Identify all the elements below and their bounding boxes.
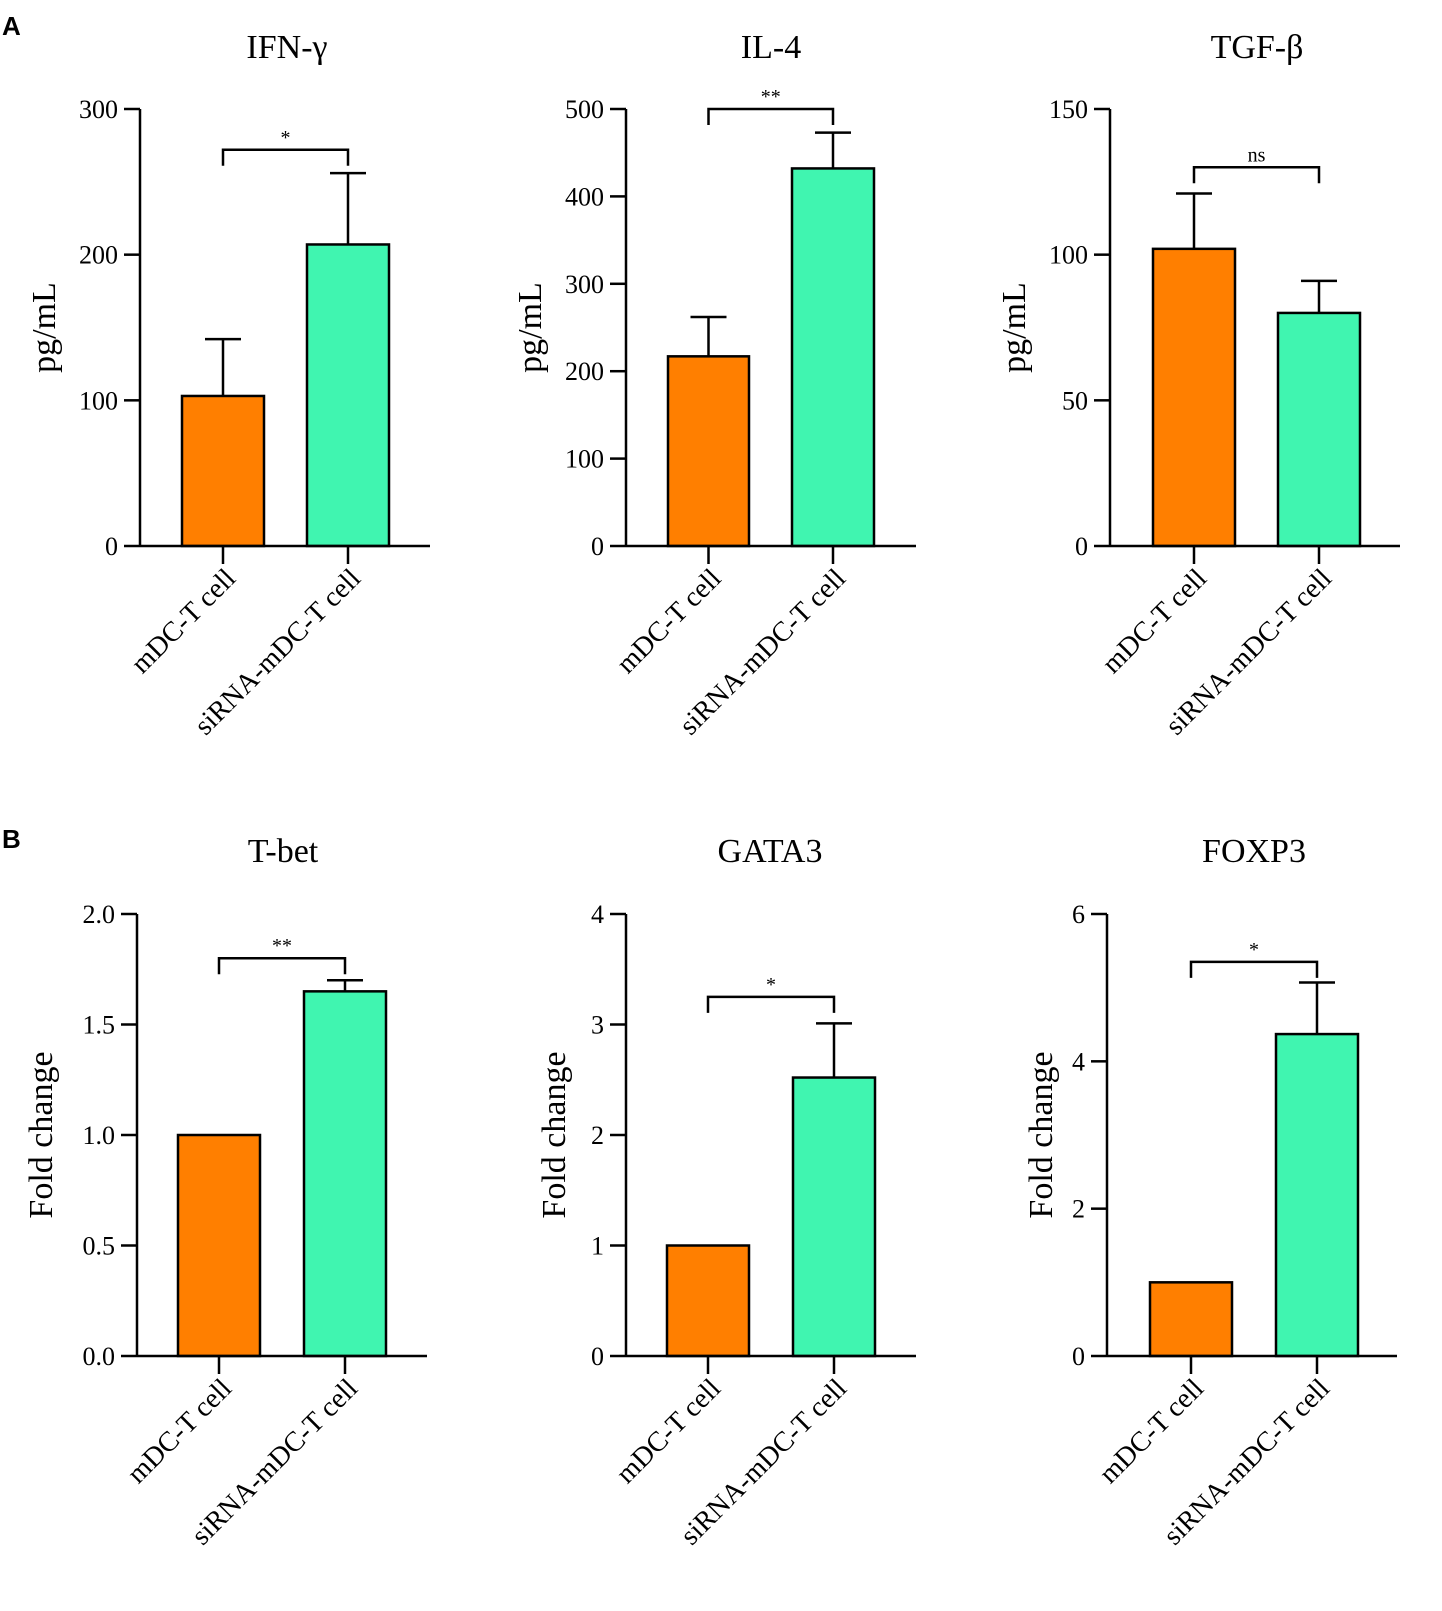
significance-label: ns: [1248, 144, 1266, 166]
significance-label: **: [272, 935, 292, 957]
bar-mdc-t-cell: [666, 355, 751, 548]
y-tick-label: 100: [79, 386, 118, 415]
y-tick-label: 200: [79, 241, 118, 270]
y-tick-label: 100: [565, 445, 604, 474]
y-tick-label: 2: [1072, 1195, 1085, 1224]
bar-mdc-t-cell: [1151, 247, 1237, 548]
y-tick-label: 100: [1049, 241, 1088, 270]
y-axis-label: pg/mL: [512, 282, 549, 373]
bar-sirna-mdc-t-cell: [790, 167, 876, 548]
chart-title: TGF-β: [1211, 29, 1304, 66]
y-tick-label: 1.0: [83, 1121, 116, 1150]
chart-title: IFN-γ: [246, 29, 327, 66]
chart-title: T-bet: [248, 833, 319, 870]
significance-label: *: [281, 127, 291, 149]
x-category-label: mDC-T cell: [610, 1373, 727, 1490]
x-category-label: mDC-T cell: [1096, 563, 1213, 680]
y-tick-label: 150: [1049, 95, 1088, 124]
bar-sirna-mdc-t-cell: [1276, 311, 1362, 548]
chart-title: FOXP3: [1202, 833, 1306, 870]
y-tick-label: 0: [591, 1342, 604, 1371]
significance-label: *: [766, 974, 776, 996]
y-tick-label: 1.5: [83, 1011, 116, 1040]
bar-sirna-mdc-t-cell: [791, 1076, 877, 1358]
y-tick-label: 0.0: [83, 1342, 116, 1371]
chart-title: GATA3: [718, 833, 823, 870]
y-tick-label: 0: [1075, 532, 1088, 561]
y-axis-label: Fold change: [23, 1051, 60, 1218]
significance-bracket: [221, 148, 350, 166]
x-category-label: mDC-T cell: [121, 1373, 238, 1490]
panel-letter-b: B: [2, 824, 21, 854]
significance-bracket: [1192, 166, 1321, 184]
x-category-label: mDC-T cell: [125, 563, 242, 680]
significance-label: **: [761, 86, 781, 108]
y-tick-label: 4: [591, 900, 604, 929]
y-tick-label: 200: [565, 357, 604, 386]
x-category-label: mDC-T cell: [611, 563, 728, 680]
y-tick-label: 3: [591, 1011, 604, 1040]
y-tick-label: 2: [591, 1121, 604, 1150]
significance-label: *: [1249, 939, 1259, 961]
x-category-label: mDC-T cell: [1093, 1373, 1210, 1490]
significance-bracket: [706, 995, 836, 1013]
y-tick-label: 300: [79, 95, 118, 124]
y-tick-label: 6: [1072, 900, 1085, 929]
y-tick-label: 500: [565, 95, 604, 124]
y-tick-label: 2.0: [83, 900, 116, 929]
significance-bracket: [707, 107, 835, 125]
y-tick-label: 0: [105, 532, 118, 561]
significance-bracket: [1189, 960, 1319, 978]
bar-sirna-mdc-t-cell: [305, 243, 391, 548]
y-tick-label: 0: [1072, 1342, 1085, 1371]
bar-mdc-t-cell: [180, 394, 266, 548]
chart-t-bet: T-bet Fold change 0.0 0.5 1.0 1.5 2.0 mDC-T cel…: [23, 833, 427, 1551]
y-tick-label: 300: [565, 270, 604, 299]
y-tick-label: 1: [591, 1232, 604, 1261]
y-tick-label: 0: [591, 532, 604, 561]
y-axis-label: Fold change: [536, 1051, 573, 1218]
bar-sirna-mdc-t-cell: [302, 990, 388, 1358]
y-axis-label: Fold change: [1023, 1051, 1060, 1218]
bar-mdc-t-cell: [176, 1133, 262, 1358]
y-axis-label: pg/mL: [26, 282, 63, 373]
chart-title: IL-4: [741, 29, 801, 66]
y-tick-label: 4: [1072, 1047, 1085, 1076]
y-tick-label: 0.5: [83, 1232, 116, 1261]
panel-letter-a: A: [2, 11, 21, 41]
y-tick-label: 400: [565, 182, 604, 211]
bar-sirna-mdc-t-cell: [1274, 1032, 1360, 1358]
y-axis-label: pg/mL: [996, 282, 1033, 373]
y-tick-label: 50: [1062, 386, 1088, 415]
bar-mdc-t-cell: [1148, 1281, 1234, 1358]
significance-bracket: [217, 956, 347, 975]
bar-mdc-t-cell: [665, 1244, 751, 1358]
